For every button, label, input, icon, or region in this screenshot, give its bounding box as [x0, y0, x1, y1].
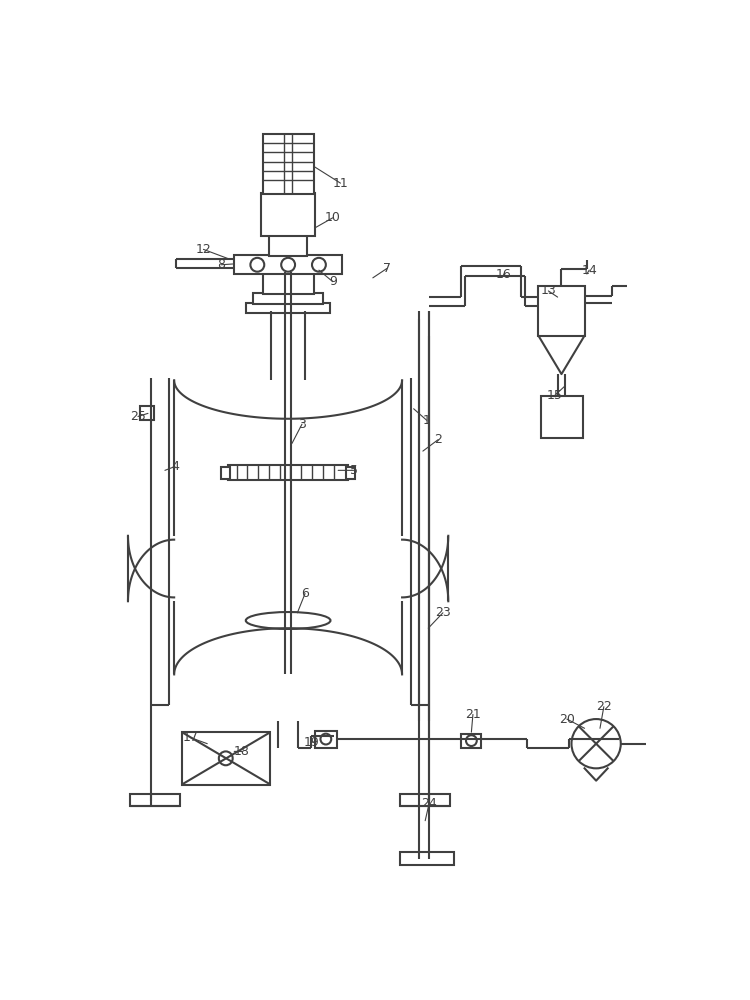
Bar: [538, 286, 584, 336]
Text: 13: 13: [541, 284, 556, 297]
Bar: [263, 272, 314, 294]
Bar: [140, 406, 154, 420]
Bar: [254, 293, 322, 304]
Bar: [400, 794, 450, 806]
Circle shape: [251, 258, 264, 272]
Circle shape: [466, 735, 477, 746]
Text: 20: 20: [559, 713, 574, 726]
Text: 24: 24: [422, 797, 437, 810]
Circle shape: [312, 258, 326, 272]
Circle shape: [572, 719, 621, 768]
Text: 8: 8: [217, 258, 225, 271]
Bar: [541, 396, 583, 438]
Bar: [262, 134, 314, 194]
Bar: [221, 466, 230, 479]
Text: 15: 15: [547, 389, 562, 402]
Bar: [315, 731, 337, 748]
Text: 3: 3: [298, 418, 306, 431]
Bar: [228, 465, 348, 480]
Text: 2: 2: [434, 433, 442, 446]
Circle shape: [281, 258, 295, 272]
Text: 17: 17: [182, 731, 198, 744]
Bar: [268, 235, 308, 256]
Text: 22: 22: [596, 700, 612, 713]
Text: 18: 18: [234, 745, 250, 758]
Text: 21: 21: [465, 708, 481, 721]
Text: 23: 23: [435, 606, 451, 619]
Text: 12: 12: [196, 243, 211, 256]
Text: 1: 1: [423, 414, 430, 427]
Bar: [246, 303, 331, 313]
Text: 6: 6: [302, 587, 309, 600]
Circle shape: [219, 751, 232, 765]
Ellipse shape: [246, 612, 331, 629]
Bar: [130, 794, 180, 806]
Text: 16: 16: [496, 267, 512, 280]
Bar: [400, 852, 454, 865]
Bar: [182, 732, 271, 785]
Text: 9: 9: [328, 275, 337, 288]
Text: 4: 4: [171, 460, 178, 473]
Text: 14: 14: [581, 264, 597, 277]
Text: 11: 11: [332, 177, 348, 190]
Circle shape: [320, 734, 332, 744]
Bar: [346, 466, 355, 479]
Text: 5: 5: [350, 464, 358, 477]
Text: 19: 19: [304, 736, 320, 749]
Bar: [234, 255, 342, 274]
Text: 25: 25: [130, 410, 146, 423]
Bar: [461, 734, 482, 748]
Bar: [261, 193, 315, 235]
Text: 10: 10: [325, 211, 340, 224]
Text: 7: 7: [382, 262, 391, 275]
